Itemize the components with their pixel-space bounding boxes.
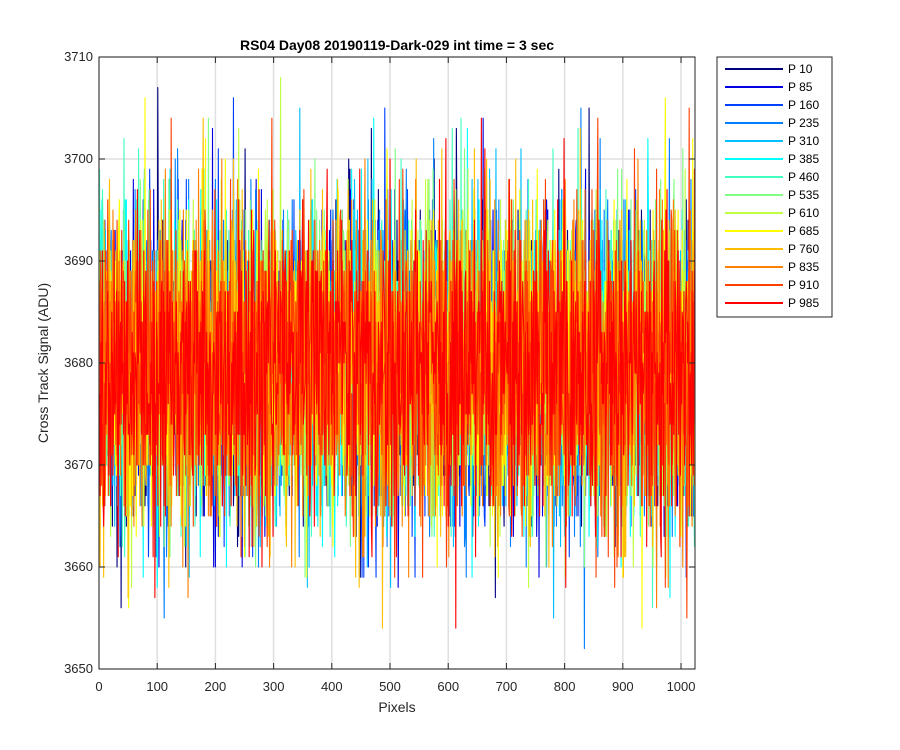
y-axis-ticks: 3650 3660 3670 3680 3690 3700 3710 [64,49,695,676]
y-tick-label: 3670 [64,457,93,472]
legend-label: P 460 [788,170,819,184]
legend-entry: P 985 [725,296,819,310]
x-tick-label: 400 [321,679,343,694]
legend-entry: P 760 [725,242,819,256]
legend-label: P 535 [788,188,819,202]
x-axis-title: Pixels [378,699,415,715]
y-axis-title: Cross Track Signal (ADU) [35,283,51,443]
x-tick-label: 900 [612,679,634,694]
legend-entry: P 85 [725,80,813,94]
legend-entry: P 610 [725,206,819,220]
x-tick-label: 300 [263,679,285,694]
chart-title: RS04 Day08 20190119-Dark-029 int time = … [240,37,554,53]
y-tick-label: 3690 [64,253,93,268]
legend-label: P 385 [788,152,819,166]
legend-entry: P 910 [725,278,819,292]
legend-box [716,56,833,318]
legend-label: P 985 [788,296,819,310]
legend-entry: P 535 [725,188,819,202]
x-tick-label: 800 [554,679,576,694]
legend-label: P 685 [788,224,819,238]
x-tick-label: 200 [205,679,227,694]
legend-label: P 835 [788,260,819,274]
x-tick-label: 600 [437,679,459,694]
legend: P 10 P 85 P 160 P 235 P 310 P 385 P 460 P 535 P … [716,56,833,318]
y-tick-label: 3700 [64,151,93,166]
y-tick-label: 3710 [64,49,93,64]
y-tick-label: 3660 [64,559,93,574]
legend-entry: P 835 [725,260,819,274]
x-tick-label: 500 [379,679,401,694]
legend-entry: P 460 [725,170,819,184]
y-tick-label: 3680 [64,355,93,370]
legend-label: P 235 [788,116,819,130]
legend-entry: P 685 [725,224,819,238]
legend-label: P 610 [788,206,819,220]
x-tick-label: 700 [496,679,518,694]
series-lines [99,76,695,650]
legend-label: P 85 [788,80,813,94]
legend-label: P 160 [788,98,819,112]
plot-area: 0 100 200 300 400 500 600 700 800 900 1000 3650 366… [64,49,696,694]
legend-entry: P 10 [725,62,813,76]
legend-label: P 910 [788,278,819,292]
legend-entry: P 310 [725,134,819,148]
legend-label: P 310 [788,134,819,148]
legend-entries: P 10 P 85 P 160 P 235 P 310 P 385 P 460 P 535 P … [725,62,819,310]
x-tick-label: 100 [146,679,168,694]
x-tick-label: 0 [95,679,102,694]
legend-entry: P 235 [725,116,819,130]
legend-entry: P 385 [725,152,819,166]
legend-entry: P 160 [725,98,819,112]
x-axis-ticks: 0 100 200 300 400 500 600 700 800 900 1000 [95,57,695,694]
y-tick-label: 3650 [64,661,93,676]
legend-label: P 760 [788,242,819,256]
series-line-p-985 [99,117,695,629]
legend-label: P 10 [788,62,813,76]
x-tick-label: 1000 [667,679,696,694]
